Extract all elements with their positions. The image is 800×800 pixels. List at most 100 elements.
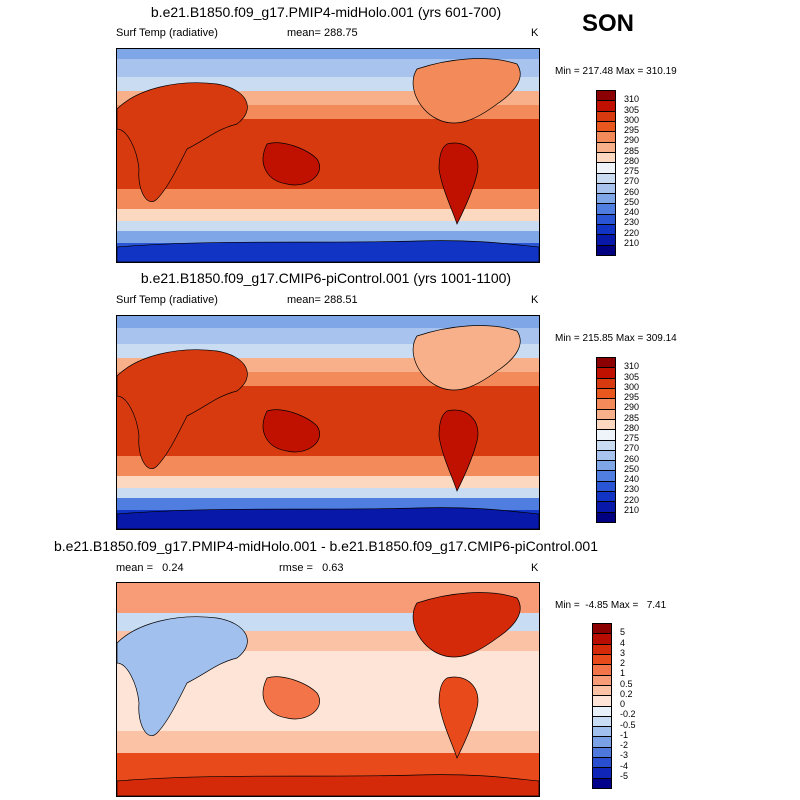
panel-1-colorbar-swatch-4: [597, 132, 615, 143]
panel-3-tick-11: -2: [620, 740, 629, 750]
panel-1-colorbar-swatch-12: [597, 214, 615, 226]
panel-3-tick-14: -5: [620, 770, 629, 781]
panel-1-tick-9: 260: [624, 186, 640, 197]
panel-2-colorbar-swatch-14: [597, 502, 615, 513]
panel-1-tick-10: 250: [624, 196, 640, 207]
panel-2-mean-label: mean= 288.51: [287, 294, 358, 306]
panel-1-colorbar-swatch-13: [597, 225, 615, 236]
panel-3-colorbar-ticks: 5 4 3 2 1 0.5 0.2 0 -0.2 -0.5 -1 -2 -3 -…: [620, 623, 660, 787]
panel-3-colorbar-swatch-8: [593, 706, 611, 717]
panel-2-minmax: Min = 215.85 Max = 309.14: [555, 333, 677, 344]
panel-3-colorbar-swatch-13: [593, 758, 611, 769]
panel-3-units-label: K: [531, 562, 539, 574]
panel-3-colorbar-swatch-10: [593, 727, 611, 738]
panel-1-units-label: K: [531, 27, 539, 39]
panel-3-colorbar-swatch-4: [593, 665, 611, 676]
panel-3-tick-2: 3: [620, 647, 626, 658]
panel-1-tick-7: 275: [624, 166, 640, 176]
panel-2-tick-11: 240: [624, 474, 640, 484]
panel-3-colorbar-swatch-11: [593, 737, 611, 748]
panel-3-tick-5: 0.5: [620, 678, 633, 689]
panel-3-title: b.e21.B1850.f09_g17.PMIP4-midHolo.001 - …: [53, 538, 599, 554]
panel-3-tick-0: 5: [620, 627, 626, 638]
panel-1-tick-3: 295: [624, 125, 640, 135]
panel-2-colorbar-swatch-2: [597, 378, 615, 389]
panel-1-colorbar-swatch-15: [597, 245, 615, 255]
panel-3-tick-3: 2: [620, 658, 626, 668]
panel-1-colorbar-swatch-6: [597, 152, 615, 164]
panel-2-colorbar-swatch-10: [597, 461, 615, 472]
panel-1-colorbar-ticks: 310 305 300 295 290 285 280 275 270 260 …: [624, 90, 664, 254]
panel-3-tick-6: 0.2: [620, 688, 633, 699]
panel-2-tick-6: 280: [624, 422, 640, 433]
panel-2-colorbar-swatch-11: [597, 471, 615, 482]
panel-2-variable-label: Surf Temp (radiative): [116, 294, 218, 306]
panel-2-map-graphic: [117, 316, 539, 529]
panel-1-tick-5: 285: [624, 145, 640, 156]
panel-2-title: b.e21.B1850.f09_g17.CMIP6-piControl.001 …: [140, 270, 512, 286]
panel-1-colorbar-swatch-1: [597, 101, 615, 112]
panel-1-map: [116, 48, 540, 263]
panel-2-tick-13: 220: [624, 494, 640, 505]
panel-1-minmax: Min = 217.48 Max = 310.19: [555, 66, 677, 77]
panel-3-colorbar-swatch-14: [593, 768, 611, 779]
panel-2-colorbar-swatch-4: [597, 399, 615, 410]
panel-3-colorbar-swatch-1: [593, 634, 611, 645]
panel-2-tick-5: 285: [624, 412, 640, 423]
panel-3-colorbar-swatch-2: [593, 644, 611, 655]
panel-2-tick-8: 270: [624, 443, 640, 454]
panel-1-colorbar: [596, 90, 616, 256]
panel-1-colorbar-swatch-3: [597, 121, 615, 133]
panel-1-colorbar-swatch-10: [597, 194, 615, 205]
panel-2-colorbar-swatch-3: [597, 388, 615, 400]
panel-1-colorbar-swatch-7: [597, 163, 615, 174]
panel-2-colorbar-swatch-13: [597, 492, 615, 503]
panel-2-tick-7: 275: [624, 433, 640, 443]
panel-1-tick-1: 305: [624, 104, 640, 115]
panel-3-tick-1: 4: [620, 637, 626, 648]
panel-3-map-graphic: [117, 583, 539, 796]
panel-2-colorbar-swatch-9: [597, 450, 615, 462]
season-label: SON: [582, 10, 635, 37]
panel-1-colorbar-swatch-11: [597, 204, 615, 215]
panel-1-tick-11: 240: [624, 207, 640, 217]
panel-2-tick-2: 300: [624, 381, 640, 392]
panel-1-tick-6: 280: [624, 155, 640, 166]
panel-2-colorbar-swatch-12: [597, 481, 615, 493]
panel-1-tick-14: 210: [624, 237, 640, 248]
panel-3-colorbar-swatch-12: [593, 747, 611, 759]
panel-1-tick-2: 300: [624, 114, 640, 125]
panel-3-tick-9: -0.5: [620, 719, 636, 730]
panel-3-tick-10: -1: [620, 729, 629, 740]
panel-2-tick-1: 305: [624, 371, 640, 382]
panel-1-colorbar-swatch-8: [597, 173, 615, 184]
panel-3-tick-13: -4: [620, 760, 629, 771]
panel-3-colorbar-swatch-15: [593, 778, 611, 788]
panel-2-colorbar-swatch-15: [597, 512, 615, 522]
panel-2-colorbar-swatch-1: [597, 368, 615, 379]
panel-1-colorbar-swatch-5: [597, 142, 615, 153]
panel-3-mean-label: mean = 0.24: [116, 562, 184, 574]
panel-3-colorbar-swatch-9: [593, 716, 611, 728]
panel-2-tick-4: 290: [624, 402, 640, 413]
panel-1-colorbar-swatch-14: [597, 235, 615, 246]
panel-1-variable-label: Surf Temp (radiative): [116, 27, 218, 39]
panel-2-tick-10: 250: [624, 463, 640, 474]
panel-1-tick-12: 230: [624, 217, 640, 228]
panel-3-tick-8: -0.2: [620, 709, 636, 720]
panel-2-units-label: K: [531, 294, 539, 306]
panel-2-colorbar-swatch-5: [597, 409, 615, 420]
panel-1-tick-13: 220: [624, 227, 640, 238]
panel-3-colorbar-swatch-0: [593, 624, 611, 635]
panel-1-tick-4: 290: [624, 135, 640, 146]
panel-2-colorbar-swatch-8: [597, 440, 615, 451]
panel-3-rmse-label: rmse = 0.63: [279, 562, 344, 574]
panel-2-map: [116, 315, 540, 530]
panel-2-colorbar-swatch-7: [597, 430, 615, 441]
panel-3-colorbar-swatch-5: [593, 675, 611, 686]
panel-1-tick-0: 310: [624, 94, 640, 105]
panel-2-tick-12: 230: [624, 484, 640, 495]
panel-1-colorbar-swatch-0: [597, 91, 615, 102]
panel-3-colorbar-swatch-7: [593, 696, 611, 707]
panel-3-colorbar-swatch-3: [593, 654, 611, 666]
